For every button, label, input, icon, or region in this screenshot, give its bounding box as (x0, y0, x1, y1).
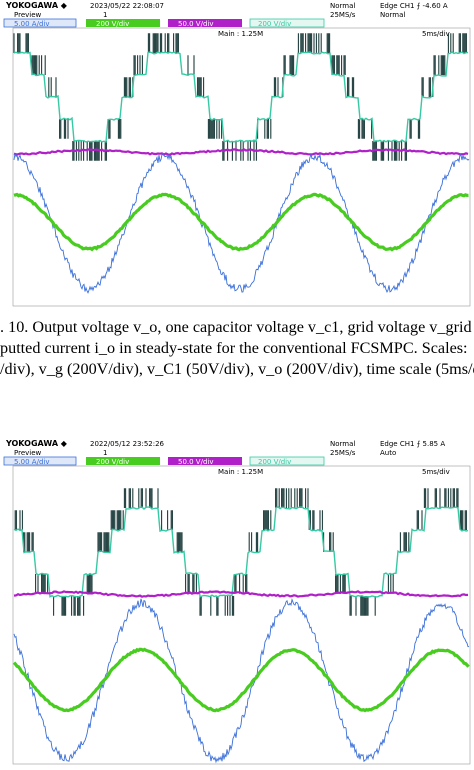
scope-2-traces (12, 488, 470, 764)
ch3-scale: 50.0 V/div (178, 458, 214, 466)
ch2-scale: 200 V/div (96, 458, 129, 466)
scope-datetime: 2023/05/22 22:08:07 (90, 2, 164, 10)
scope-brand: YOKOGAWA ◆ (5, 1, 68, 10)
ch4-scale: 200 V/div (258, 458, 291, 466)
oscilloscope-screenshot-2: YOKOGAWA ◆ 2022/05/12 23:52:26 Normal 25… (0, 436, 474, 770)
scope-trigger: Edge CH1 ⨍ -4.60 A (380, 2, 448, 10)
ch1-scale-box (3, 456, 77, 466)
grid-voltage-trace (12, 647, 470, 713)
grid-voltage-trace (13, 192, 469, 252)
ch4-scale-box (249, 18, 325, 28)
scope-trigger-mode: Auto (380, 449, 396, 457)
ch3-scale: 50.0 V/div (178, 20, 214, 28)
ch1-scale: 5.00 A/div (14, 458, 50, 466)
scope-2-canvas: YOKOGAWA ◆ 2022/05/12 23:52:26 Normal 25… (3, 439, 471, 765)
scope-zoom: Main : 1.25M (218, 468, 263, 476)
caption-line-2: putted current i_o in steady-state for t… (0, 339, 468, 357)
scope-zoom: Main : 1.25M (218, 30, 263, 38)
output-voltage-envelope-trace (13, 506, 469, 598)
output-current-trace (13, 152, 470, 294)
ch4-scale-box (249, 456, 325, 466)
scope-datetime: 2022/05/12 23:52:26 (90, 440, 165, 448)
scope-graticule-frame (12, 465, 471, 765)
capacitor-voltage-trace (13, 590, 469, 598)
scope-sample-rate: 25MS/s (330, 11, 356, 19)
scope-1-traces (13, 33, 470, 294)
ch3-scale-box (168, 457, 242, 465)
scope-trigger-mode: Normal (380, 11, 405, 19)
caption-line-1: . 10. Output voltage v_o, one capacitor … (0, 318, 474, 336)
scope-brand: YOKOGAWA ◆ (5, 439, 68, 448)
scope-1-canvas: YOKOGAWA ◆ 2023/05/22 22:08:07 Normal 25… (3, 1, 471, 307)
output-current-trace (13, 597, 470, 764)
scope-preview-label: Preview (14, 449, 42, 457)
scope-timebase: 5ms/div (422, 468, 450, 476)
ch2-scale-box (86, 457, 160, 465)
scope-preview-label: Preview (14, 11, 42, 19)
output-voltage-envelope-trace (13, 51, 469, 143)
ch3-scale-box (168, 19, 242, 27)
scope-mode: Normal (330, 2, 355, 10)
ch4-scale: 200 V/div (258, 20, 291, 28)
oscilloscope-screenshot-1: YOKOGAWA ◆ 2023/05/22 22:08:07 Normal 25… (0, 0, 474, 312)
scope-trigger: Edge CH1 ⨍ 5.85 A (380, 440, 445, 448)
ch2-scale: 200 V/div (96, 20, 129, 28)
ch1-scale-box (3, 18, 77, 28)
ch2-scale-box (86, 19, 160, 27)
scope-timebase: 5ms/div (422, 30, 450, 38)
capacitor-voltage-trace (13, 148, 469, 156)
figure-caption: . 10. Output voltage v_o, one capacitor … (0, 317, 474, 387)
scope-sample-rate: 25MS/s (330, 449, 356, 457)
scope-channel-marker: 1 (103, 449, 107, 457)
ch1-scale: 5.00 A/div (14, 20, 50, 28)
caption-line-3: /div), v_g (200V/div), v_C1 (50V/div), v… (0, 360, 474, 378)
scope-mode: Normal (330, 440, 355, 448)
scope-graticule-frame (12, 27, 471, 307)
scope-channel-marker: 1 (103, 11, 107, 19)
